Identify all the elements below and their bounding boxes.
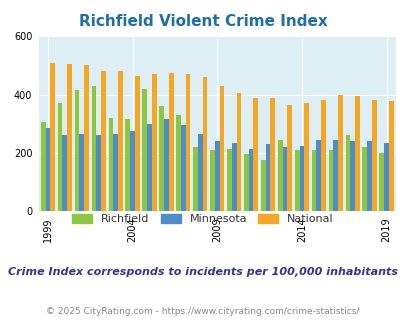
Bar — [176, 115, 181, 211]
Bar — [226, 148, 231, 211]
Bar — [379, 153, 383, 211]
Bar — [236, 93, 241, 211]
Bar — [253, 98, 258, 211]
Legend: Richfield, Minnesota, National: Richfield, Minnesota, National — [68, 210, 337, 229]
Bar — [75, 90, 79, 211]
Bar — [383, 143, 388, 211]
Bar — [294, 150, 299, 211]
Bar — [125, 119, 130, 211]
Text: Richfield Violent Crime Index: Richfield Violent Crime Index — [79, 14, 326, 29]
Bar — [388, 101, 393, 211]
Bar — [354, 96, 359, 211]
Bar — [337, 95, 342, 211]
Bar — [362, 147, 367, 211]
Bar — [96, 135, 101, 211]
Bar — [299, 146, 303, 211]
Bar — [185, 74, 190, 211]
Bar — [84, 65, 89, 211]
Bar — [202, 77, 207, 211]
Bar — [265, 144, 270, 211]
Bar — [62, 135, 67, 211]
Text: © 2025 CityRating.com - https://www.cityrating.com/crime-statistics/: © 2025 CityRating.com - https://www.city… — [46, 307, 359, 316]
Bar — [371, 100, 376, 211]
Bar — [101, 71, 106, 211]
Bar — [214, 141, 219, 211]
Bar — [159, 106, 164, 211]
Bar — [118, 71, 122, 211]
Bar — [231, 143, 236, 211]
Bar — [287, 105, 291, 211]
Bar — [113, 134, 118, 211]
Bar — [181, 125, 185, 211]
Bar — [219, 86, 224, 211]
Bar — [277, 140, 282, 211]
Bar — [79, 134, 84, 211]
Bar — [58, 103, 62, 211]
Bar — [151, 74, 156, 211]
Bar — [130, 131, 134, 211]
Bar — [320, 100, 325, 211]
Bar — [147, 124, 151, 211]
Bar — [67, 64, 72, 211]
Bar — [345, 135, 350, 211]
Bar — [142, 89, 147, 211]
Bar — [193, 147, 197, 211]
Bar — [108, 118, 113, 211]
Bar — [311, 150, 315, 211]
Bar — [260, 160, 265, 211]
Bar — [209, 150, 214, 211]
Bar — [282, 147, 287, 211]
Bar — [315, 140, 320, 211]
Bar — [303, 103, 308, 211]
Bar — [40, 122, 45, 211]
Bar — [328, 150, 333, 211]
Bar — [350, 141, 354, 211]
Bar — [50, 63, 55, 211]
Bar — [243, 154, 248, 211]
Text: Crime Index corresponds to incidents per 100,000 inhabitants: Crime Index corresponds to incidents per… — [8, 267, 397, 277]
Bar — [197, 134, 202, 211]
Bar — [248, 148, 253, 211]
Bar — [164, 119, 168, 211]
Bar — [367, 141, 371, 211]
Bar — [92, 86, 96, 211]
Bar — [134, 76, 139, 211]
Bar — [333, 140, 337, 211]
Bar — [270, 98, 275, 211]
Bar — [168, 73, 173, 211]
Bar — [45, 128, 50, 211]
